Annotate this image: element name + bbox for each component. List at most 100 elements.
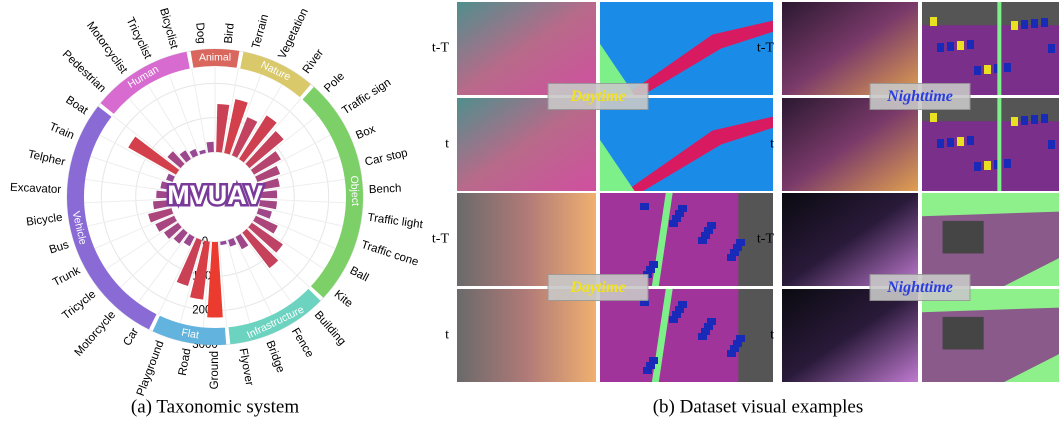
category-label: Pedestrian (60, 48, 108, 95)
image (457, 98, 596, 191)
seg-shape (1011, 21, 1018, 30)
seg-shape (984, 65, 991, 74)
seg-shape (707, 318, 716, 325)
category-label: Car (121, 326, 141, 348)
caption: (a) Taxonomic system (131, 396, 299, 417)
category-label: Bridge (263, 339, 286, 374)
seg-shape (997, 2, 1001, 95)
seg-shape (957, 137, 964, 146)
image (457, 289, 596, 382)
category-label: Pole (322, 70, 347, 95)
seg-shape (937, 43, 944, 52)
bar (199, 150, 206, 155)
category-label: Telpher (27, 149, 67, 169)
category-label: Traffic sign (340, 77, 393, 118)
image (782, 98, 918, 191)
category-label: Car stop (364, 147, 409, 168)
seg-shape (1021, 116, 1028, 125)
category-label: Tricycle (60, 288, 98, 322)
spoke (248, 228, 310, 287)
seg-shape (640, 203, 649, 210)
seg-shape (930, 17, 937, 26)
seg-shape (1011, 117, 1018, 126)
image (782, 289, 918, 382)
category-label: Traffic light (367, 212, 425, 231)
seg-shape (678, 301, 687, 308)
image (782, 193, 918, 286)
seg-shape (922, 2, 1059, 25)
category-label: Bench (369, 183, 402, 196)
seg-shape (947, 42, 954, 51)
spoke (227, 240, 250, 323)
seg-shape (974, 66, 981, 75)
category-label: Kite (332, 288, 355, 310)
image (457, 193, 596, 286)
category-label: Ball (348, 265, 371, 285)
figure: (a) Taxonomic system (b) Dataset visual … (0, 0, 1061, 421)
badge-label: Nighttime (886, 279, 953, 296)
bar (206, 142, 213, 153)
category-label: Terrain (250, 13, 271, 50)
category-label: Box (354, 123, 377, 142)
group-label: Object (348, 175, 361, 206)
spoke (255, 135, 331, 176)
category-label: Bird (223, 23, 237, 44)
seg-shape (1041, 18, 1048, 27)
category-label: Vegetation (276, 7, 310, 61)
seg-shape (943, 221, 984, 254)
spoke (113, 115, 180, 169)
category-label: Trunk (51, 265, 82, 289)
caption: (b) Dataset visual examples (653, 396, 864, 417)
seg-shape (1031, 19, 1038, 28)
row-label: t-T (757, 41, 775, 56)
category-label: Bus (48, 239, 71, 257)
category-label: Excavator (10, 182, 62, 196)
category-label: Traffic cone (360, 239, 420, 269)
seg-shape (974, 162, 981, 171)
category-label: Ground (209, 351, 221, 389)
seg-bg (600, 98, 773, 191)
seg-shape (1048, 44, 1055, 53)
seg-shape (1021, 20, 1028, 29)
category-label: Train (47, 121, 75, 142)
center-label: MVUAV (167, 180, 263, 210)
seg-bg (600, 2, 773, 95)
category-label: Boat (63, 94, 90, 117)
seg-shape (1004, 159, 1011, 168)
seg-shape (967, 40, 974, 49)
group-label: Animal (199, 51, 231, 63)
spoke (120, 228, 182, 287)
seg-shape (967, 136, 974, 145)
seg-shape (707, 222, 716, 229)
badge-label: Nighttime (886, 88, 953, 105)
seg-shape (1031, 115, 1038, 124)
row-label: t (445, 328, 449, 343)
seg-shape (997, 98, 1001, 191)
category-label: Fence (289, 326, 316, 360)
row-label: t-T (432, 41, 450, 56)
row-label: t-T (432, 232, 450, 247)
seg-shape (736, 239, 745, 246)
row-label: t-T (757, 232, 775, 247)
seg-shape (930, 113, 937, 122)
seg-shape (937, 139, 944, 148)
seg-shape (736, 335, 745, 342)
panel: t-T t Nighttime (757, 2, 1059, 191)
seg-shape (1041, 114, 1048, 123)
badge-label: Daytime (569, 88, 625, 105)
category-label: Dog (193, 22, 207, 44)
badge-label: Daytime (569, 279, 625, 296)
category-label: Tricyclist (124, 16, 154, 62)
seg-shape (957, 41, 964, 50)
seg-shape (947, 138, 954, 147)
panel: t-T t Daytime (432, 2, 773, 191)
row-label: t (770, 137, 774, 152)
seg-shape (984, 161, 991, 170)
category-label: Bicyclist (157, 7, 180, 51)
image (782, 2, 918, 95)
category-label: Building (312, 309, 348, 348)
seg-shape (649, 357, 658, 364)
category-label: Motorcycle (73, 309, 119, 359)
seg-shape (678, 205, 687, 212)
